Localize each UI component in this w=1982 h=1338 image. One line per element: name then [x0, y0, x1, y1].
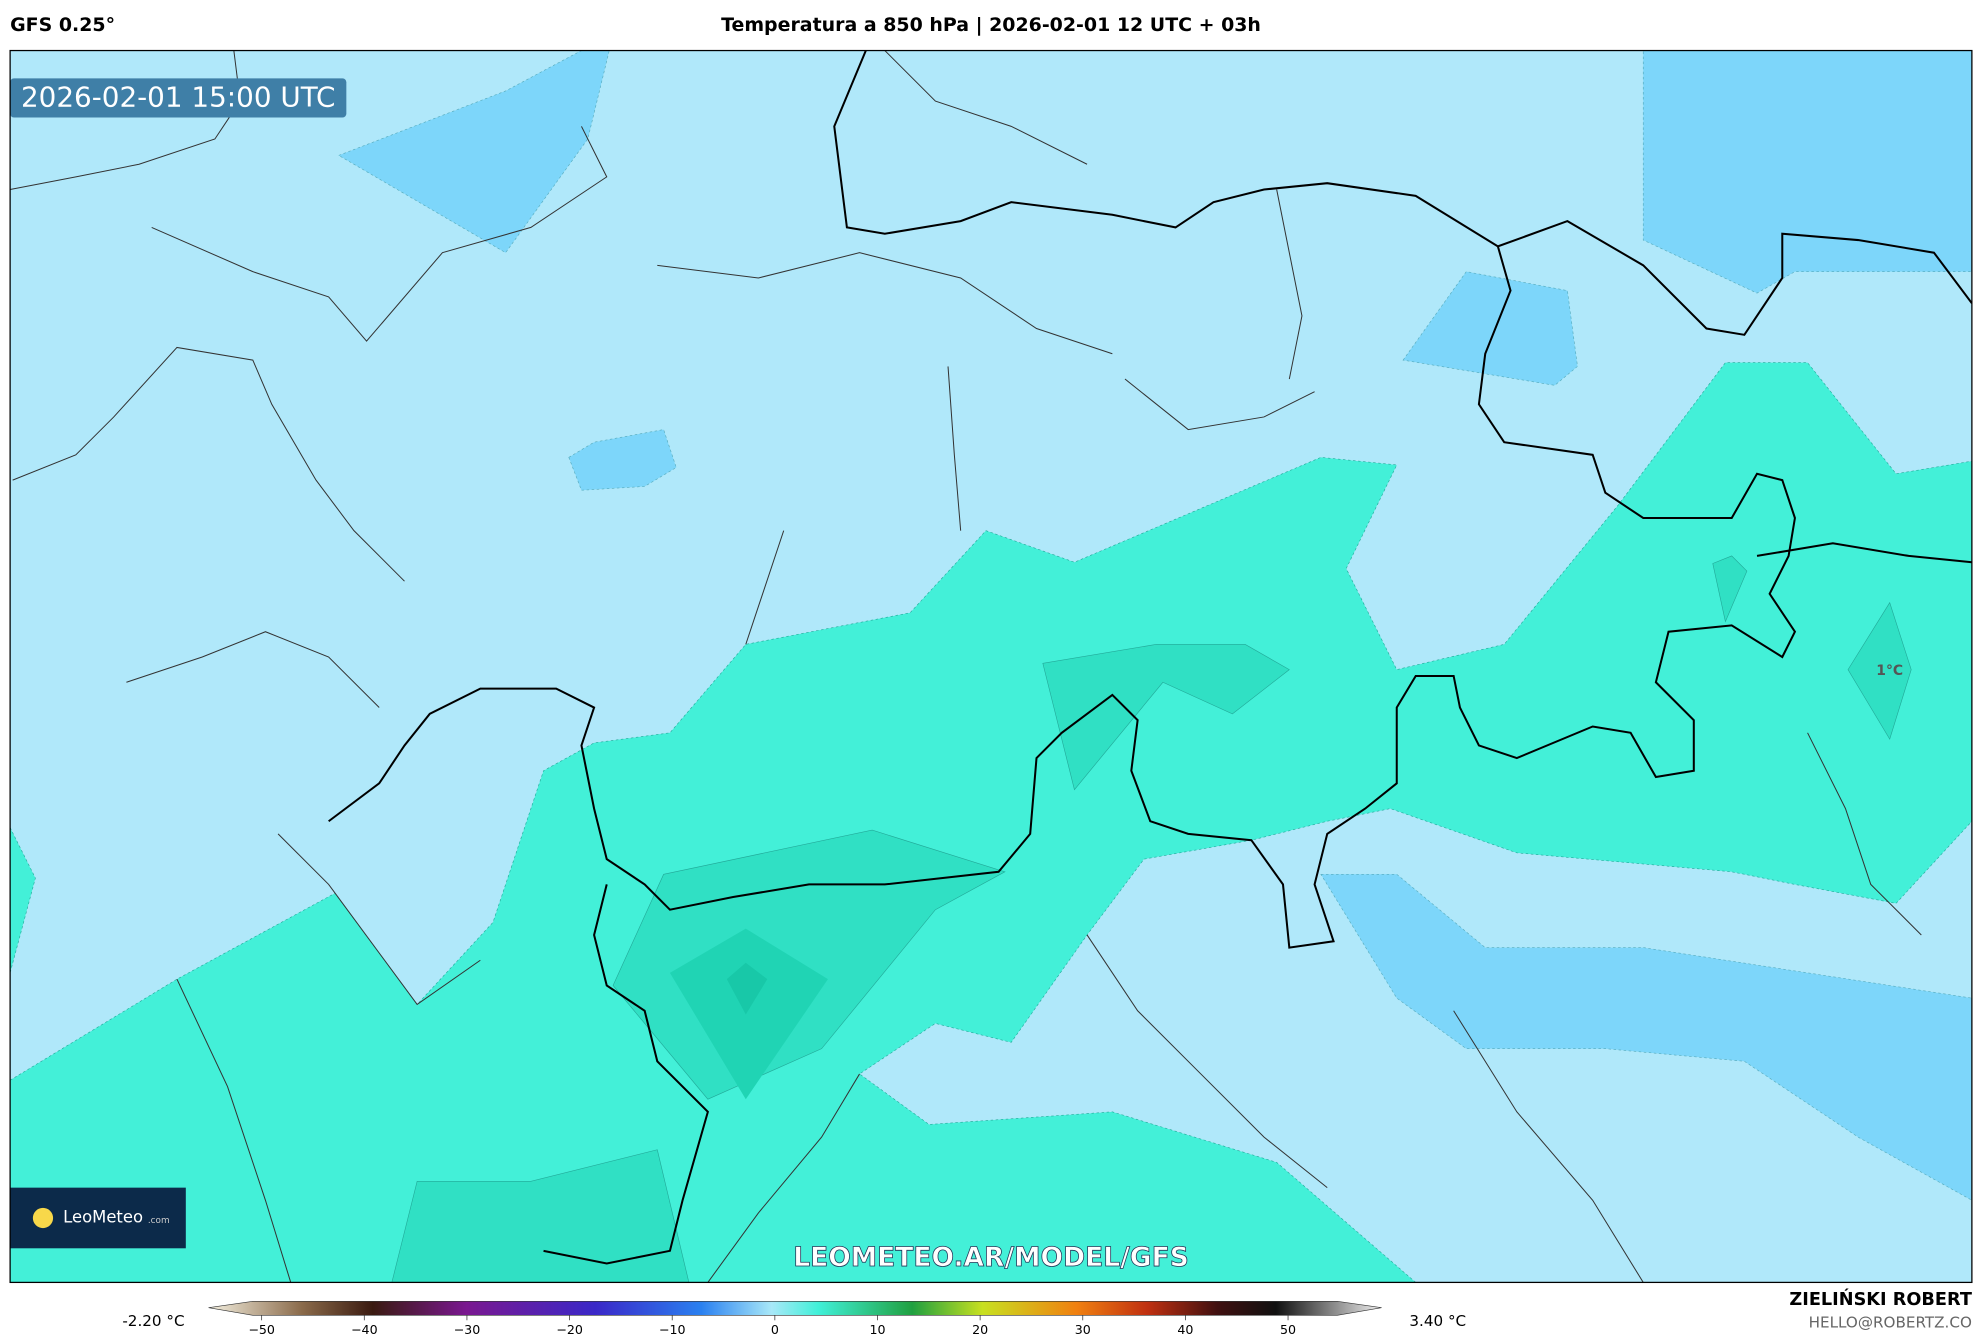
- colorbar-tick-label: −30: [454, 1322, 481, 1337]
- colorbar-min: -2.20 °C: [122, 1312, 184, 1330]
- map-frame: [9, 49, 1973, 1284]
- warmest-area: [669, 928, 828, 1100]
- colorbar-tick-label: −20: [556, 1322, 583, 1337]
- colorbar-tick-label: 30: [1075, 1322, 1091, 1337]
- model-label: GFS 0.25°: [10, 14, 115, 36]
- timestamp-box: [10, 78, 347, 118]
- logo-suffix: .com: [148, 1216, 170, 1226]
- contour-label: 1°C: [1876, 663, 1903, 679]
- chart-title: Temperatura a 850 hPa | 2026-02-01 12 UT…: [721, 14, 1261, 36]
- colorbar-tick-label: 20: [972, 1322, 988, 1337]
- borders: [10, 50, 1972, 1283]
- colorbar-max: 3.40 °C: [1409, 1312, 1466, 1330]
- colorbar-tick-label: 50: [1280, 1322, 1296, 1337]
- logo-sun: [32, 1207, 54, 1229]
- colorbar-tick-label: 10: [869, 1322, 885, 1337]
- contact: HELLO@ROBERTZ.CO: [1809, 1313, 1972, 1331]
- author: ZIELIŃSKI ROBERT: [1789, 1288, 1971, 1310]
- cold-areas: [338, 50, 1972, 1201]
- watermark: LEOMETEO.AR/MODEL/GFS: [793, 1242, 1189, 1273]
- logo-name: LeoMeteo: [63, 1207, 143, 1226]
- colorbar-tick-label: −40: [351, 1322, 378, 1337]
- colorbar-tick-label: 0: [771, 1322, 779, 1337]
- colorbar: [208, 1301, 1382, 1316]
- colorbar-tick-label: 40: [1177, 1322, 1193, 1337]
- warm-areas: [10, 362, 1972, 1283]
- timestamp: 2026-02-01 15:00 UTC: [21, 81, 336, 114]
- colorbar-tick-label: −10: [659, 1322, 686, 1337]
- map: 2026-02-01 15:00 UTC 1°C LeoMeteo .com L…: [10, 50, 1972, 1283]
- colorbar-tick-label: −50: [248, 1322, 275, 1337]
- warmest-core: [726, 962, 768, 1015]
